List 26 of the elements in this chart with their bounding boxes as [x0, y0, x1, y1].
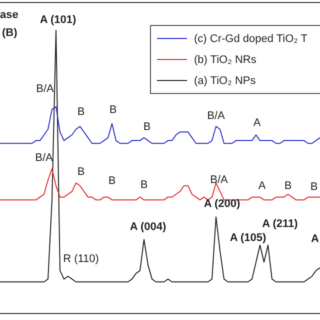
legend-label: (b) TiO₂ NRs: [194, 54, 256, 66]
annotation: A: [311, 233, 320, 246]
annotation: B/A: [207, 110, 226, 122]
annotation: A (200): [204, 198, 240, 210]
annotation: A: [253, 117, 262, 130]
annotation: B: [284, 180, 292, 192]
annotation: B/A: [35, 152, 54, 164]
annotation: B: [140, 179, 148, 192]
annotation: B: [108, 175, 116, 188]
annotation: B/A: [36, 83, 55, 96]
annotation: B: [77, 106, 85, 118]
annotation: A (004): [130, 221, 166, 234]
legend-label: (c) Cr-Gd doped TiO₂ T: [194, 32, 308, 44]
annotation: A: [258, 180, 266, 192]
annotation: B/A: [210, 174, 229, 186]
annotation: R (110): [63, 253, 99, 266]
annotation: (B): [2, 27, 18, 40]
text: ase: [0, 9, 18, 22]
annotation: B: [77, 166, 85, 178]
annotation: B: [109, 104, 117, 116]
text: A (101): [40, 14, 76, 26]
legend-label: (a) TiO₂ NPs: [194, 74, 256, 86]
annotation: B: [310, 181, 318, 194]
annotation: B: [143, 121, 151, 134]
annotation: A (105): [230, 232, 266, 244]
annotation: A (211): [262, 218, 298, 230]
